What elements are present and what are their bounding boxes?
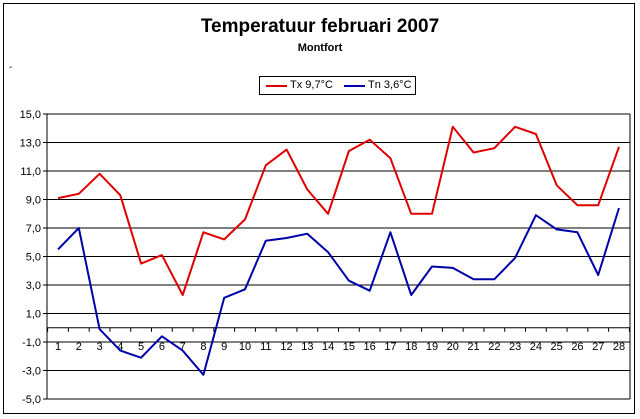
x-tick-label: 2 xyxy=(76,341,82,353)
legend: Tx 9,7°C Tn 3,6°C xyxy=(259,76,416,95)
gridlines xyxy=(47,113,630,400)
x-tick-label: 24 xyxy=(530,341,542,353)
x-tick-label: 23 xyxy=(509,341,521,353)
x-tick-label: 11 xyxy=(260,341,271,353)
y-tick-label: 13,0 xyxy=(20,138,41,150)
y-tick-label: 1,0 xyxy=(26,309,41,321)
x-tick-label: 16 xyxy=(364,341,376,353)
legend-label-tn: Tn 3,6°C xyxy=(368,79,412,91)
x-tick-label: 28 xyxy=(613,341,625,353)
y-tick-label: 5,0 xyxy=(26,252,41,264)
series-line-tn xyxy=(57,207,620,376)
y-tick-label: -3,0 xyxy=(22,366,41,378)
x-tick-label: 20 xyxy=(447,341,459,353)
series-lines xyxy=(57,125,620,376)
y-tick-label: -5,0 xyxy=(22,394,41,406)
chart-title: Temperatuur februari 2007 xyxy=(200,16,440,37)
x-tick-label: 27 xyxy=(592,341,604,353)
y-tick-label: 9,0 xyxy=(26,195,41,207)
x-tick-label: 26 xyxy=(571,341,583,353)
x-tick-label: 22 xyxy=(488,341,500,353)
legend-label-tx: Tx 9,7°C xyxy=(290,79,333,91)
y-tick-label: 15,0 xyxy=(20,109,41,121)
x-tick-label: 10 xyxy=(239,341,251,353)
x-tick-label: 4 xyxy=(117,341,123,353)
x-tick-label: 7 xyxy=(180,341,186,353)
x-tick-label: 13 xyxy=(301,341,313,353)
x-tick-label: 12 xyxy=(280,341,292,353)
x-tick-label: 8 xyxy=(200,341,206,353)
y-tick-label: -1,0 xyxy=(22,337,41,349)
x-tick-label: 3 xyxy=(96,341,102,353)
x-tick-label: 9 xyxy=(221,341,227,353)
chart-subtitle: Montfort xyxy=(297,42,343,54)
y-tick-label: 7,0 xyxy=(26,223,41,235)
x-tick-label: 15 xyxy=(343,341,355,353)
x-tick-label: 25 xyxy=(551,341,563,353)
x-tick-label: 1 xyxy=(55,341,61,353)
x-tick-label: 21 xyxy=(467,341,479,353)
series-line-tx xyxy=(57,125,620,296)
y-tick-label: 3,0 xyxy=(26,280,41,292)
chart-mark: - xyxy=(9,62,13,73)
x-tick-label: 14 xyxy=(322,341,334,353)
chart-frame xyxy=(3,3,635,414)
x-tick-label: 5 xyxy=(138,341,144,353)
x-tick-label: 18 xyxy=(405,341,417,353)
y-tick-labels: 15,0 13,0 11,0 9,0 7,0 5,0 3,0 1,0 -1,0 -3,0 -5,0 xyxy=(20,109,41,406)
x-tick-label: 17 xyxy=(384,341,396,353)
x-tick-label: 19 xyxy=(426,341,438,353)
axes xyxy=(43,113,631,400)
x-tick-label: 6 xyxy=(159,341,165,353)
x-tick-labels: 1 2 3 4 5 6 7 8 9 10 11 12 13 14 15 16 17 18 19 20 21 22 23 24 2… xyxy=(55,341,625,353)
y-tick-label: 11,0 xyxy=(20,166,41,178)
legend-line-tx xyxy=(266,85,287,87)
legend-line-tn xyxy=(344,85,365,87)
